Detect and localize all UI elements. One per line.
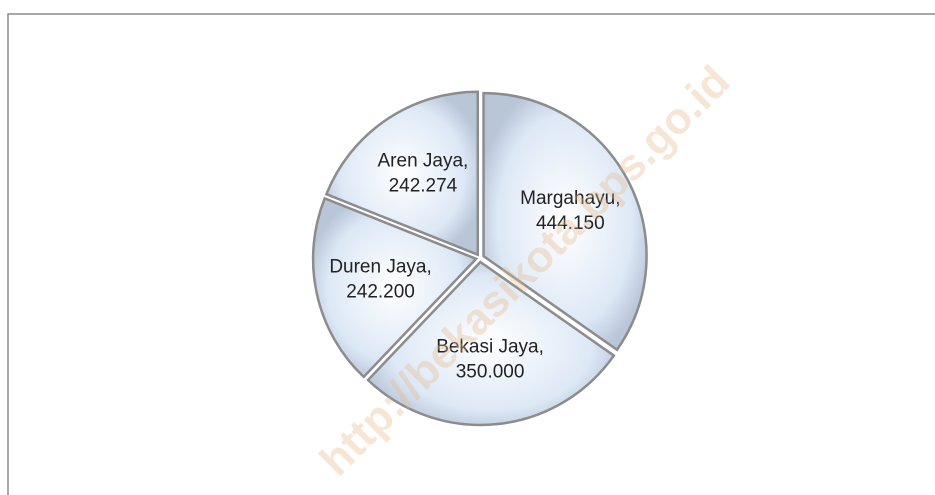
- category-name: Aren Jaya: [378, 151, 464, 172]
- slice-label: Duren Jaya, 242.200: [329, 257, 431, 303]
- category-name: Duren Jaya: [329, 257, 427, 278]
- pie-slice: [482, 91, 648, 352]
- value-label: 350.000: [456, 361, 525, 382]
- value-label: 444.150: [536, 213, 605, 234]
- label-separator: ,: [463, 151, 468, 172]
- category-name: Margahayu: [520, 188, 615, 209]
- label-separator: ,: [615, 188, 620, 209]
- slice-label: Bekasi Jaya, 350.000: [436, 336, 544, 382]
- pie-slice: [324, 90, 480, 257]
- value-label: 242.200: [346, 282, 415, 303]
- slice-label: Margahayu, 444.150: [520, 188, 620, 234]
- value-label: 242.274: [389, 176, 458, 197]
- slice-label: Aren Jaya, 242.274: [378, 151, 469, 197]
- pie: [311, 90, 648, 427]
- pie-slice: [311, 196, 479, 379]
- label-separator: ,: [426, 257, 431, 278]
- pie-slice: [366, 260, 616, 427]
- label-separator: ,: [539, 336, 544, 357]
- labels: Margahayu, 444.150 Bekasi Jaya, 350.000 Dure…: [329, 151, 620, 383]
- category-name: Bekasi Jaya: [436, 336, 539, 357]
